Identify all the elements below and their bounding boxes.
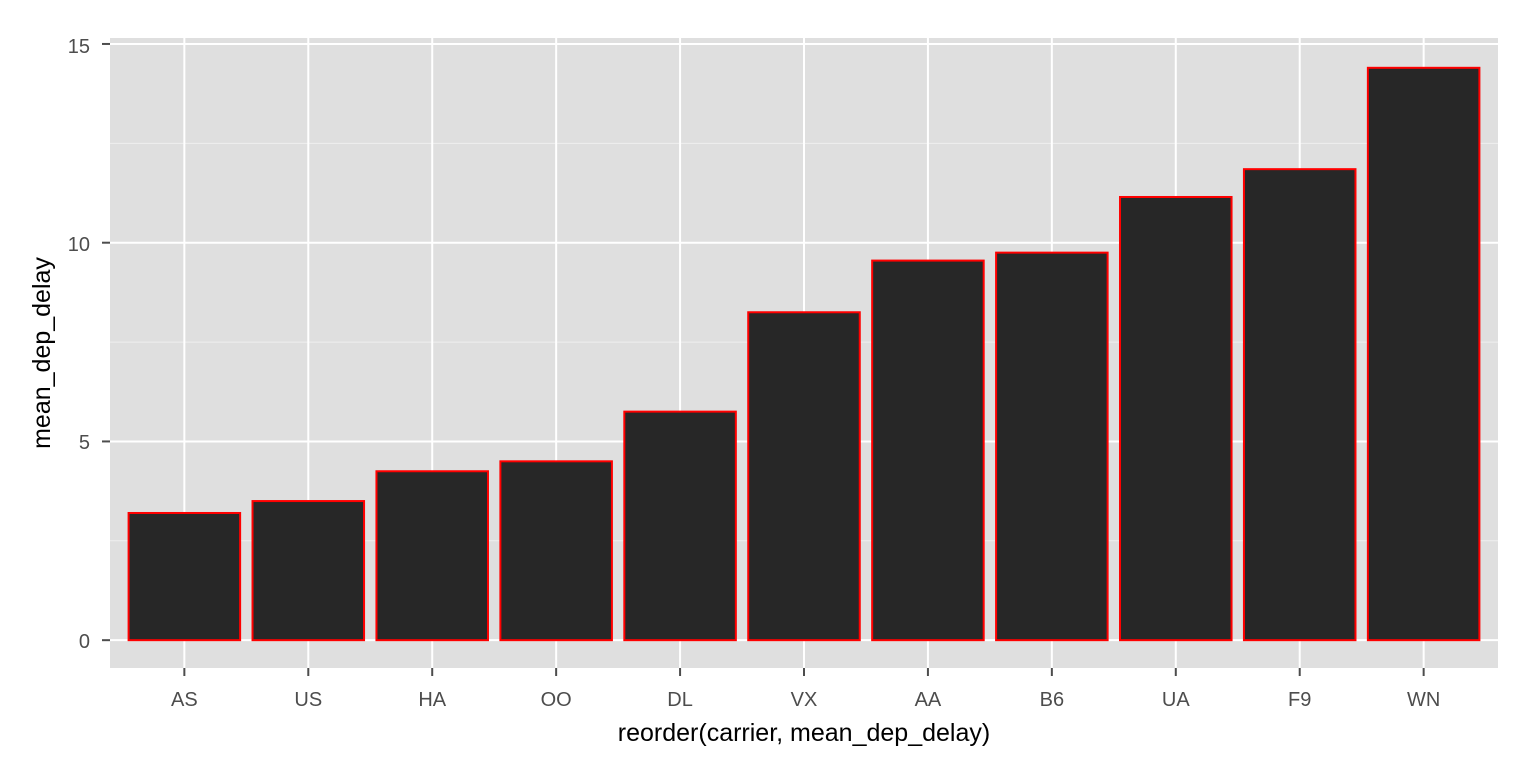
y-tick-label: 5 [79,432,90,454]
bar-oo [499,460,613,642]
y-axis-title: mean_dep_delay [28,257,56,449]
bar-wn [1366,66,1481,642]
y-tick-label: 0 [79,631,90,653]
bar-dl [623,410,737,642]
x-tick-label: AA [915,689,942,711]
bar-vx [747,311,861,642]
bar-us [251,500,366,642]
x-tick-label: OO [541,689,572,711]
x-tick-label: F9 [1288,689,1311,711]
x-tick-label: WN [1407,689,1440,711]
bar-aa [871,259,985,642]
y-axis: 0 5 10 15 [68,36,110,653]
x-tick-label: UA [1162,689,1190,711]
bars [127,66,1481,642]
bar-f9 [1242,168,1357,642]
y-tick-label: 15 [68,36,90,58]
x-tick-label: AS [171,689,198,711]
y-tick-label: 10 [68,234,90,256]
x-tick-label: B6 [1040,689,1064,711]
bar-b6 [995,251,1109,642]
x-axis-title: reorder(carrier, mean_dep_delay) [618,719,990,747]
bar-as [127,511,242,642]
x-tick-label: HA [418,689,446,711]
x-axis: AS US HA OO DL VX AA B6 UA F9 WN [171,668,1440,711]
bar-ha [375,470,489,642]
bar-ua [1119,195,1233,642]
x-tick-label: VX [791,689,818,711]
x-tick-label: DL [667,689,693,711]
x-tick-label: US [294,689,322,711]
